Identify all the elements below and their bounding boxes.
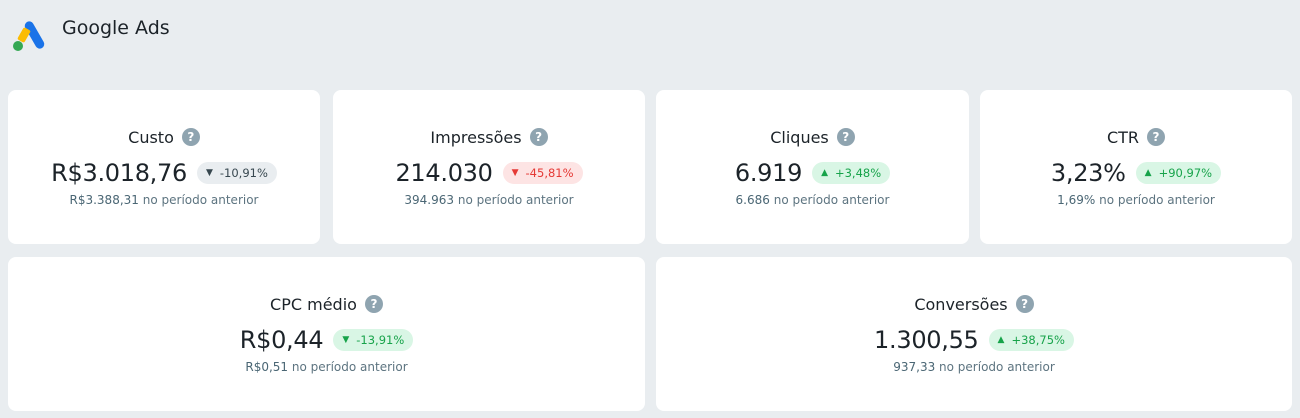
previous-value: R$0,51 <box>245 359 289 374</box>
change-value: -13,91% <box>356 332 405 347</box>
metric-label-row: Custo ? <box>128 128 200 147</box>
previous-period: 394.963 no período anterior <box>404 193 573 207</box>
previous-suffix: no período anterior <box>939 359 1055 374</box>
metric-value-row: R$3.018,76 ▼ -10,91% <box>51 159 277 187</box>
metric-card-cliques: Cliques ? 6.919 ▲ +3,48% 6.686 no períod… <box>656 90 969 244</box>
previous-suffix: no período anterior <box>457 192 574 207</box>
metric-value-row: 3,23% ▲ +90,97% <box>1050 158 1222 187</box>
change-badge: ▼ -10,91% <box>196 161 277 184</box>
change-badge: ▲ +3,48% <box>812 161 891 184</box>
metric-card-custo: Custo ? R$3.018,76 ▼ -10,91% R$3.388,31 … <box>8 90 320 244</box>
metric-label-row: Impressões ? <box>430 127 548 147</box>
previous-suffix: no período anterior <box>142 192 259 207</box>
metric-card-cpc-medio: CPC médio ? R$0,44 ▼ -13,91% R$0,51 no p… <box>8 257 645 411</box>
metric-label: Custo <box>128 127 174 147</box>
previous-suffix: no período anterior <box>291 359 408 374</box>
metric-label: Conversões <box>914 294 1008 314</box>
metric-label-row: CPC médio ? <box>270 295 383 314</box>
metric-label: CTR <box>1106 127 1140 147</box>
change-value: +3,48% <box>834 165 882 180</box>
metric-label: Impressões <box>430 127 522 147</box>
previous-suffix: no período anterior <box>1099 192 1215 207</box>
metric-label-row: Conversões ? <box>914 294 1034 314</box>
metric-value: 6.919 <box>734 158 803 187</box>
metric-label: CPC médio <box>270 294 357 314</box>
triangle-down-icon: ▼ <box>511 167 519 178</box>
previous-value: R$3.388,31 <box>69 192 139 207</box>
triangle-down-icon: ▼ <box>205 167 213 178</box>
previous-period: R$0,51 no período anterior <box>245 360 407 374</box>
metric-label: Cliques <box>770 127 829 147</box>
change-badge: ▲ +38,75% <box>988 328 1074 351</box>
triangle-up-icon: ▲ <box>1144 167 1152 178</box>
change-badge: ▲ +90,97% <box>1135 161 1222 184</box>
previous-value: 6.686 <box>735 192 770 207</box>
previous-period: 6.686 no período anterior <box>736 193 890 207</box>
header <box>12 14 46 54</box>
previous-value: 1,69% <box>1057 192 1096 207</box>
previous-period: 937,33 no período anterior <box>893 360 1055 374</box>
change-value: -10,91% <box>219 165 268 180</box>
triangle-up-icon: ▲ <box>997 334 1005 345</box>
help-icon[interactable]: ? <box>181 128 200 146</box>
change-badge: ▼ -45,81% <box>502 161 583 184</box>
triangle-down-icon: ▼ <box>342 334 350 345</box>
change-value: -45,81% <box>525 165 574 180</box>
metric-card-conversoes: Conversões ? 1.300,55 ▲ +38,75% 937,33 n… <box>656 257 1292 411</box>
triangle-up-icon: ▲ <box>821 167 828 178</box>
google-ads-logo <box>12 14 46 54</box>
help-icon[interactable]: ? <box>364 295 383 313</box>
help-icon[interactable]: ? <box>529 128 548 146</box>
change-badge: ▼ -13,91% <box>333 328 414 351</box>
metric-value-row: R$0,44 ▼ -13,91% <box>240 326 414 354</box>
metric-value: 3,23% <box>1050 158 1126 187</box>
previous-period: R$3.388,31 no período anterior <box>70 193 259 207</box>
metric-value: R$3.018,76 <box>51 158 187 187</box>
change-value: +38,75% <box>1011 332 1065 347</box>
previous-suffix: no período anterior <box>773 192 890 207</box>
metric-value: 214.030 <box>395 158 493 187</box>
metric-value: 1.300,55 <box>874 325 979 354</box>
previous-period: 1,69% no período anterior <box>1057 193 1215 207</box>
help-icon[interactable]: ? <box>1015 295 1034 313</box>
metric-value-row: 1.300,55 ▲ +38,75% <box>874 326 1074 354</box>
metric-value-row: 214.030 ▼ -45,81% <box>395 158 583 187</box>
change-value: +90,97% <box>1158 165 1213 180</box>
metric-card-impressoes: Impressões ? 214.030 ▼ -45,81% 394.963 n… <box>333 90 645 244</box>
help-icon[interactable]: ? <box>1147 128 1166 146</box>
app-title: Google Ads <box>62 17 170 39</box>
metric-label-row: Cliques ? <box>770 128 855 147</box>
previous-value: 937,33 <box>893 359 936 374</box>
metric-value: R$0,44 <box>239 325 324 354</box>
previous-value: 394.963 <box>404 192 455 207</box>
metric-value-row: 6.919 ▲ +3,48% <box>734 158 891 187</box>
metric-card-ctr: CTR ? 3,23% ▲ +90,97% 1,69% no período a… <box>980 90 1292 244</box>
metric-label-row: CTR ? <box>1106 127 1166 147</box>
help-icon[interactable]: ? <box>836 128 855 146</box>
